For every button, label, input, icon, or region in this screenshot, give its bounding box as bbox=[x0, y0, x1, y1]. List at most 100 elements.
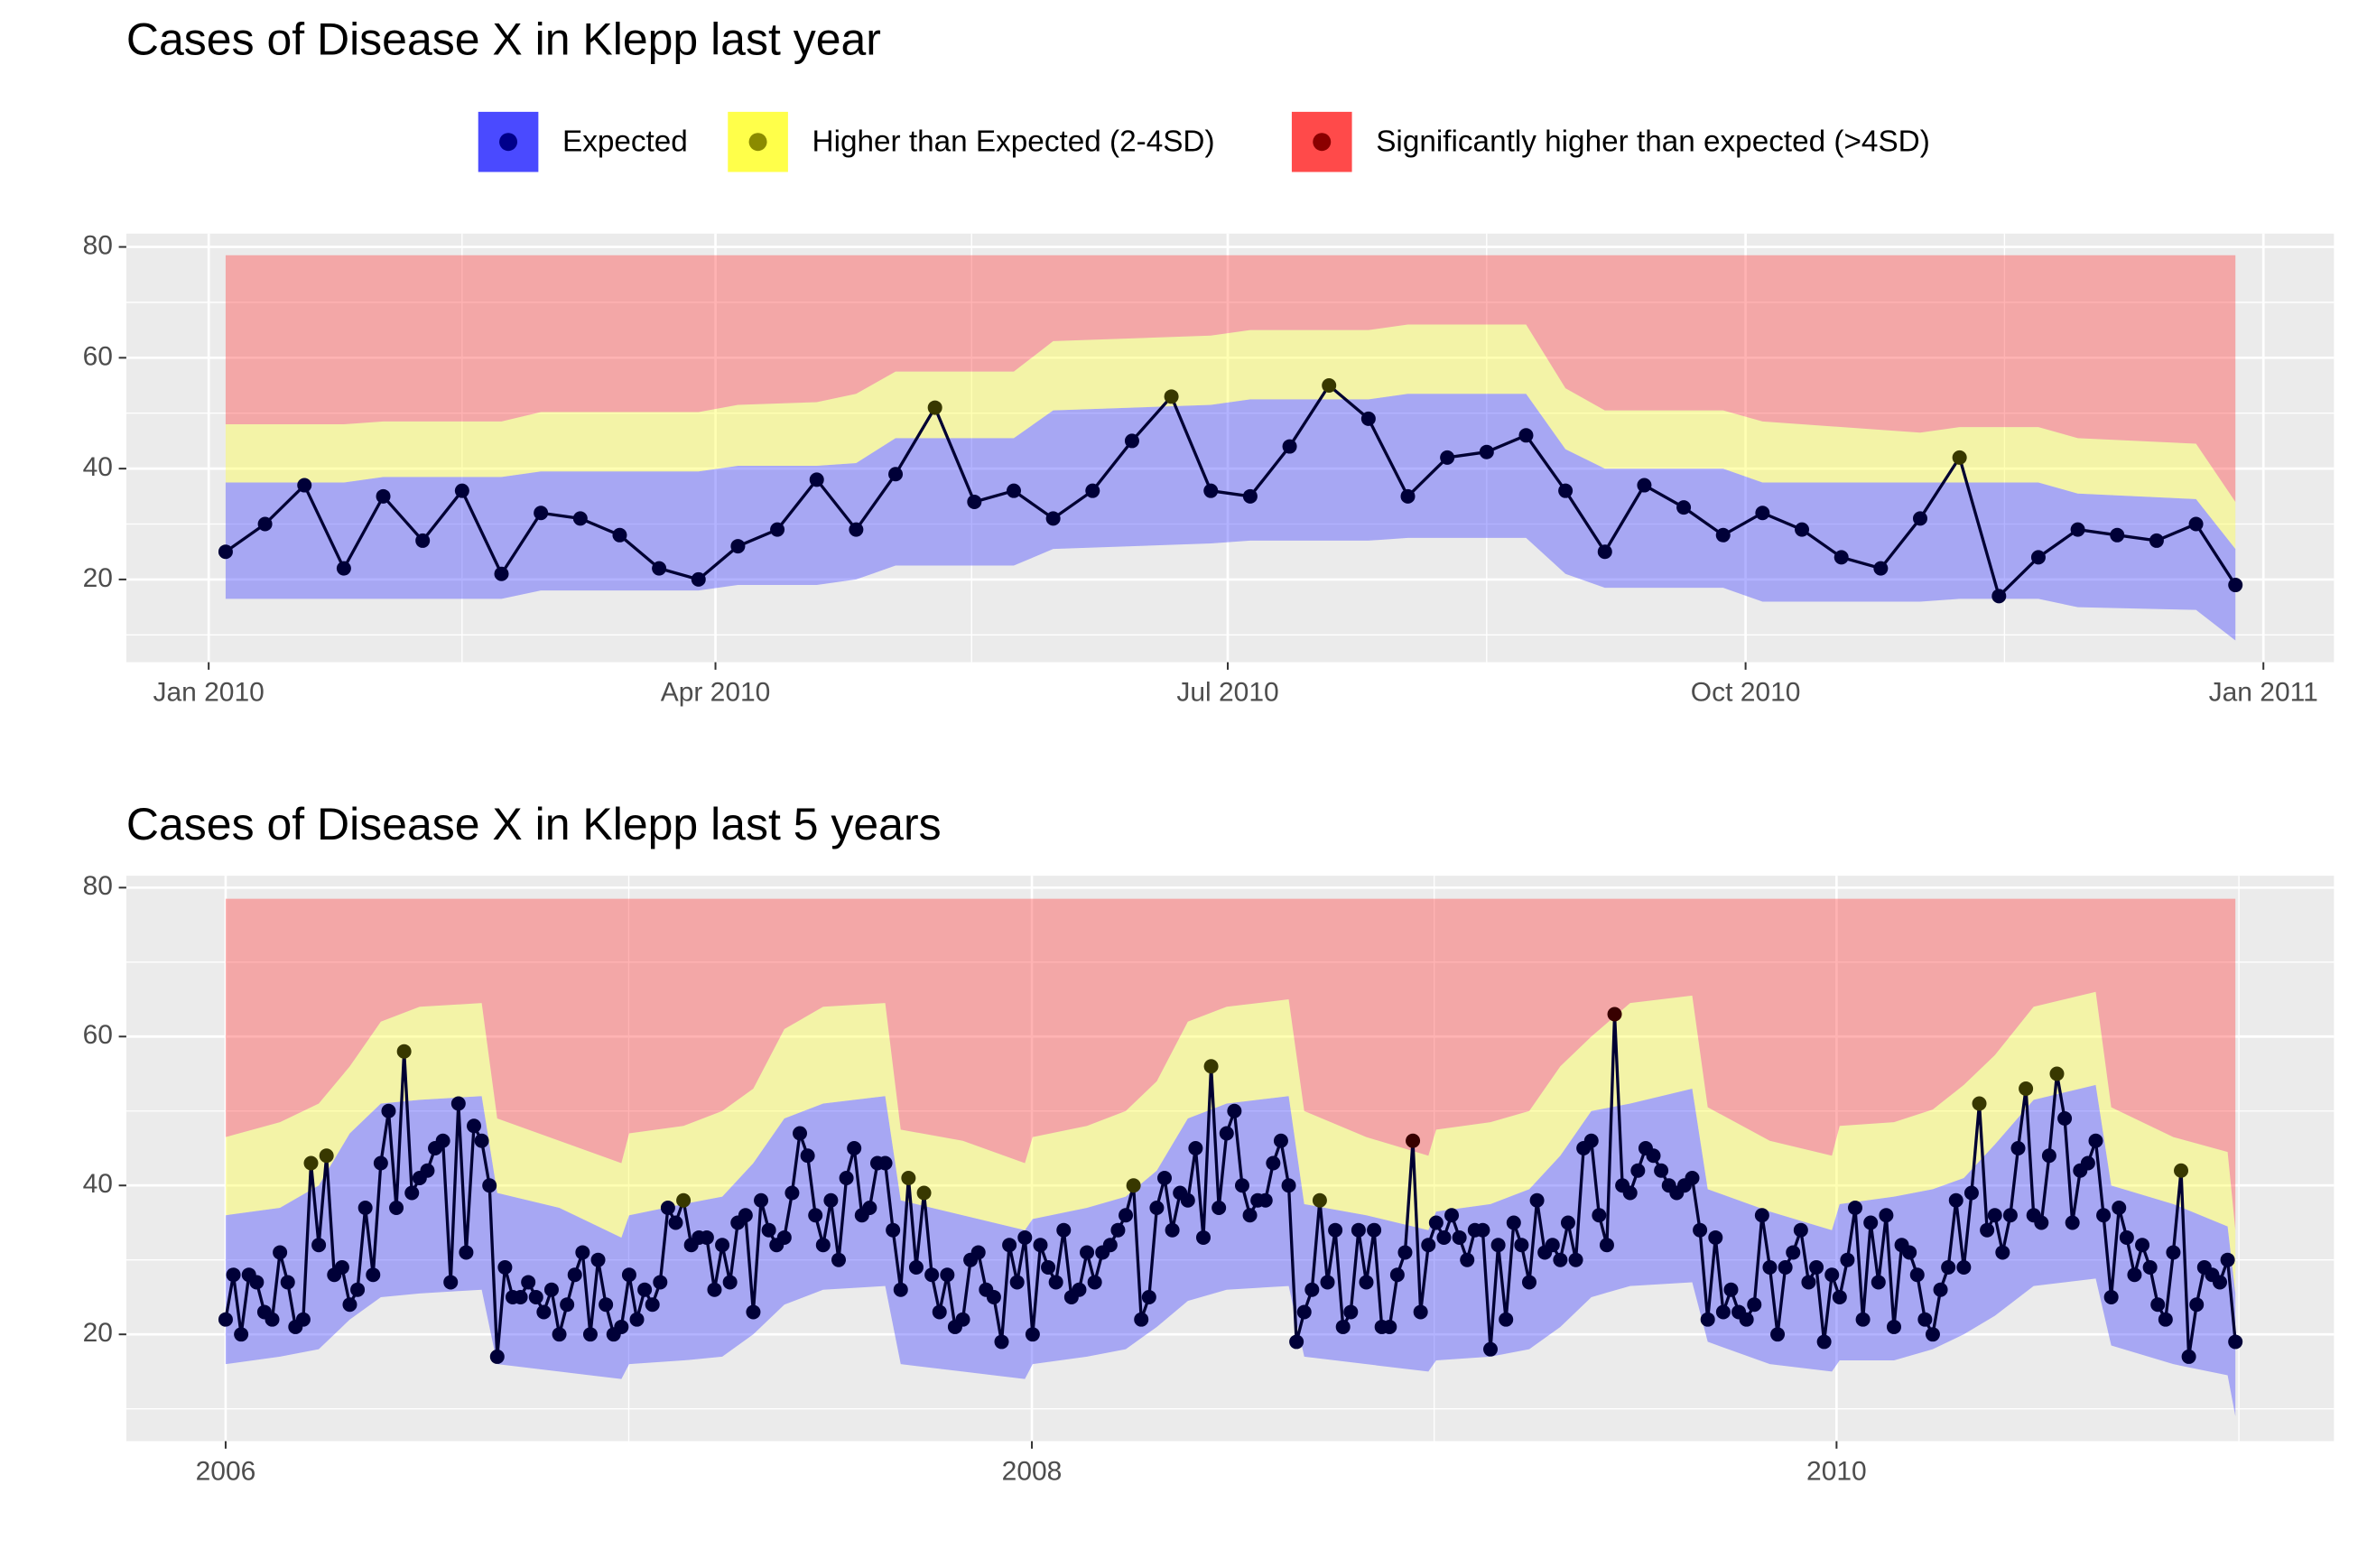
data-point bbox=[1282, 439, 1297, 454]
y-tick-label: 20 bbox=[83, 563, 113, 593]
data-point bbox=[2010, 1140, 2026, 1155]
data-point bbox=[1242, 1208, 1258, 1223]
data-point bbox=[1518, 428, 1534, 443]
data-point bbox=[1009, 1275, 1025, 1290]
data-point bbox=[927, 400, 942, 415]
data-point bbox=[415, 533, 431, 548]
data-point bbox=[1925, 1327, 1940, 1342]
data-point bbox=[1234, 1178, 1249, 1193]
band bbox=[225, 324, 2236, 550]
x-tick-label: 2010 bbox=[1806, 1456, 1867, 1486]
y-tick-label: 40 bbox=[83, 452, 113, 482]
data-point bbox=[1304, 1282, 1320, 1297]
data-point bbox=[1941, 1259, 1956, 1275]
data-point bbox=[754, 1192, 769, 1208]
data-point bbox=[265, 1312, 280, 1327]
data-point bbox=[877, 1155, 893, 1171]
data-point bbox=[1809, 1259, 1824, 1275]
data-point bbox=[629, 1312, 645, 1327]
data-point bbox=[815, 1238, 831, 1253]
data-point bbox=[435, 1133, 450, 1148]
data-point bbox=[1025, 1327, 1040, 1342]
data-point bbox=[1479, 444, 1494, 459]
data-point bbox=[637, 1282, 653, 1297]
chart-title: Cases of Disease X in Klepp last 5 years bbox=[126, 799, 942, 849]
data-point bbox=[1558, 483, 1574, 498]
data-point bbox=[1320, 1275, 1335, 1290]
x-tick-label: 2008 bbox=[1002, 1456, 1063, 1486]
data-point bbox=[1886, 1319, 1901, 1334]
data-point bbox=[1188, 1140, 1203, 1155]
data-point bbox=[831, 1252, 846, 1267]
data-point bbox=[376, 488, 391, 504]
data-point bbox=[1273, 1133, 1288, 1148]
data-point bbox=[528, 1289, 543, 1304]
x-tick-label: Apr 2010 bbox=[661, 677, 771, 707]
data-point bbox=[1124, 433, 1139, 449]
data-point bbox=[536, 1304, 552, 1320]
data-point bbox=[2049, 1066, 2065, 1081]
data-point bbox=[2228, 1334, 2243, 1350]
data-point bbox=[1203, 1059, 1219, 1074]
data-point bbox=[1987, 1208, 2002, 1223]
data-point bbox=[738, 1208, 753, 1223]
data-point bbox=[1786, 1245, 1801, 1260]
data-point bbox=[776, 1229, 792, 1245]
data-point bbox=[1693, 1222, 1708, 1238]
data-point bbox=[1045, 511, 1061, 526]
x-tick-label: Jan 2011 bbox=[2209, 677, 2318, 707]
data-point bbox=[722, 1275, 738, 1290]
data-point bbox=[218, 544, 233, 560]
data-point bbox=[614, 1319, 629, 1334]
data-point bbox=[908, 1259, 924, 1275]
data-point bbox=[1840, 1252, 1855, 1267]
data-point bbox=[1165, 1222, 1180, 1238]
band bbox=[225, 255, 2236, 502]
data-point bbox=[1654, 1163, 1669, 1178]
data-point bbox=[218, 1312, 233, 1327]
data-point bbox=[1630, 1163, 1646, 1178]
data-point bbox=[1597, 544, 1612, 560]
data-point bbox=[1428, 1215, 1444, 1230]
data-point bbox=[295, 1312, 311, 1327]
data-point bbox=[1956, 1259, 1972, 1275]
data-point bbox=[715, 1238, 730, 1253]
data-point bbox=[676, 1192, 692, 1208]
data-point bbox=[1848, 1200, 1863, 1215]
data-point bbox=[2019, 1081, 2034, 1097]
data-point bbox=[1592, 1208, 1607, 1223]
data-point bbox=[396, 1044, 412, 1059]
data-point bbox=[1389, 1267, 1405, 1283]
data-point bbox=[746, 1304, 761, 1320]
band bbox=[225, 991, 2236, 1294]
y-tick-label: 40 bbox=[83, 1169, 113, 1199]
band bbox=[225, 394, 2236, 641]
data-point bbox=[1475, 1222, 1490, 1238]
data-point bbox=[823, 1192, 839, 1208]
data-point bbox=[1164, 389, 1179, 404]
data-point bbox=[1902, 1245, 1917, 1260]
data-point bbox=[1863, 1215, 1879, 1230]
data-point bbox=[2070, 522, 2085, 537]
data-point bbox=[560, 1297, 575, 1313]
data-point bbox=[1646, 1148, 1661, 1164]
data-point bbox=[489, 1349, 505, 1364]
data-point bbox=[1770, 1327, 1786, 1342]
data-point bbox=[357, 1200, 373, 1215]
x-tick-label: 2006 bbox=[196, 1456, 256, 1486]
y-tick-label: 80 bbox=[83, 871, 113, 901]
data-point bbox=[552, 1327, 567, 1342]
data-point bbox=[1406, 1133, 1421, 1148]
data-point bbox=[319, 1148, 334, 1164]
data-point bbox=[730, 539, 746, 554]
y-tick-label: 80 bbox=[83, 230, 113, 260]
data-point bbox=[2135, 1238, 2150, 1253]
data-point bbox=[1506, 1215, 1521, 1230]
data-point bbox=[303, 1155, 319, 1171]
data-point bbox=[1296, 1304, 1312, 1320]
data-point bbox=[2088, 1133, 2103, 1148]
data-point bbox=[893, 1282, 908, 1297]
data-point bbox=[2127, 1267, 2142, 1283]
data-point bbox=[916, 1185, 932, 1201]
